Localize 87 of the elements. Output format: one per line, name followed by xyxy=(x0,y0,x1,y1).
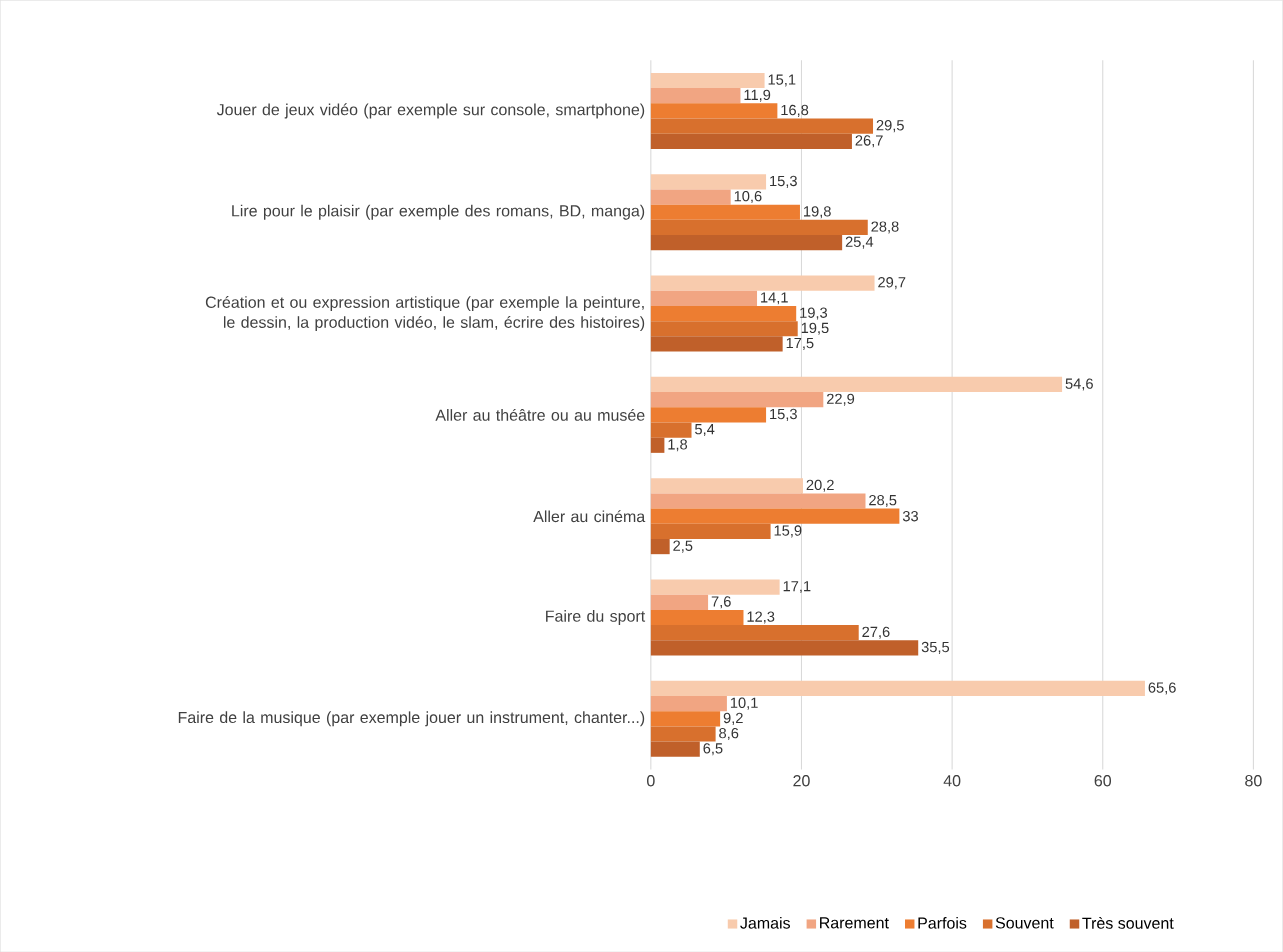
data-label: 8,6 xyxy=(719,727,739,740)
bar xyxy=(650,72,765,88)
x-tick-label: 80 xyxy=(1245,774,1262,787)
bar xyxy=(650,726,716,742)
bar xyxy=(650,305,797,321)
bar xyxy=(650,275,875,291)
bar xyxy=(650,640,919,656)
bar xyxy=(650,711,721,727)
bar xyxy=(650,493,866,509)
x-tick-label: 40 xyxy=(943,774,961,787)
data-label: 2,5 xyxy=(673,540,693,553)
y-tick-label: Lire pour le plaisir (par exemple des romans, BD, manga) xyxy=(232,204,645,220)
data-label: 17,1 xyxy=(783,580,811,593)
data-label: 6,5 xyxy=(703,742,723,756)
y-tick-label: Aller au théâtre ou au musée xyxy=(435,408,645,421)
data-label: 35,5 xyxy=(921,641,950,654)
legend-label: Très souvent xyxy=(1082,916,1174,929)
data-label: 26,7 xyxy=(855,135,883,148)
data-label: 29,5 xyxy=(876,119,904,132)
bar xyxy=(650,407,767,423)
data-label: 7,6 xyxy=(711,596,731,609)
bar xyxy=(650,508,900,524)
bar xyxy=(650,437,665,453)
data-label: 54,6 xyxy=(1065,378,1093,391)
bar xyxy=(650,336,783,352)
data-label: 1,8 xyxy=(668,439,688,452)
data-label: 17,5 xyxy=(786,337,814,350)
bar xyxy=(650,320,798,337)
y-tick-label: Jouer de jeux vidéo (par exemple sur console, smartphone) xyxy=(216,103,645,119)
legend-label: Jamais xyxy=(740,916,791,929)
data-label: 65,6 xyxy=(1148,682,1176,695)
bar xyxy=(650,579,780,595)
bar xyxy=(650,189,731,205)
data-label: 19,5 xyxy=(801,322,829,335)
data-label: 15,9 xyxy=(774,525,802,538)
bar xyxy=(650,695,727,712)
bar xyxy=(650,594,709,610)
y-tick-label: Faire du sport xyxy=(546,609,646,625)
data-label: 22,9 xyxy=(826,393,855,406)
data-label: 15,3 xyxy=(770,175,797,188)
bar xyxy=(650,523,771,539)
bar xyxy=(650,624,859,641)
data-label: 33 xyxy=(902,510,918,522)
bar xyxy=(650,103,778,119)
data-label: 10,6 xyxy=(734,190,762,203)
data-label: 16,8 xyxy=(781,104,809,117)
data-label: 12,3 xyxy=(747,611,775,624)
data-label: 15,3 xyxy=(770,408,797,421)
bar xyxy=(650,422,692,438)
bar xyxy=(650,133,852,149)
bar xyxy=(650,376,1063,392)
bar xyxy=(650,609,744,625)
data-label: 25,4 xyxy=(845,236,874,249)
bar xyxy=(650,87,741,104)
data-label: 28,8 xyxy=(871,221,899,234)
data-label: 19,8 xyxy=(804,206,831,219)
data-label: 11,9 xyxy=(744,89,771,102)
y-tick-label: Création et ou expression artistique (par exemple la peinture, le dessin, la production vidéo, le slam, écrire des histoires) xyxy=(205,295,645,331)
data-label: 10,1 xyxy=(730,697,758,710)
data-label: 19,3 xyxy=(800,307,828,320)
data-label: 14,1 xyxy=(761,292,788,305)
bar xyxy=(650,290,758,306)
data-label: 20,2 xyxy=(806,479,834,492)
bar xyxy=(650,538,670,554)
x-tick-label: 60 xyxy=(1094,774,1112,787)
data-label: 28,5 xyxy=(869,494,897,507)
legend-label: Rarement xyxy=(820,917,889,929)
data-label: 5,4 xyxy=(695,423,715,436)
data-label: 27,6 xyxy=(862,626,890,639)
bar xyxy=(650,741,700,757)
bar xyxy=(650,478,803,494)
bar xyxy=(650,219,868,235)
bar xyxy=(650,391,824,408)
legend-label: Souvent xyxy=(995,917,1054,929)
bar xyxy=(650,680,1145,696)
x-tick-label: 20 xyxy=(793,774,810,787)
data-label: 29,7 xyxy=(878,276,906,290)
bar xyxy=(650,174,767,190)
y-tick-label: Faire de la musique (par exemple jouer un instrument, chanter...) xyxy=(178,711,645,727)
data-label: 9,2 xyxy=(723,712,743,725)
x-tick-label: 0 xyxy=(647,774,655,787)
legend-label: Parfois xyxy=(918,916,967,929)
bar xyxy=(650,234,843,251)
bar xyxy=(650,118,874,134)
bar xyxy=(650,204,800,220)
y-tick-label: Aller au cinéma xyxy=(533,510,646,522)
data-label: 15,1 xyxy=(768,74,796,87)
